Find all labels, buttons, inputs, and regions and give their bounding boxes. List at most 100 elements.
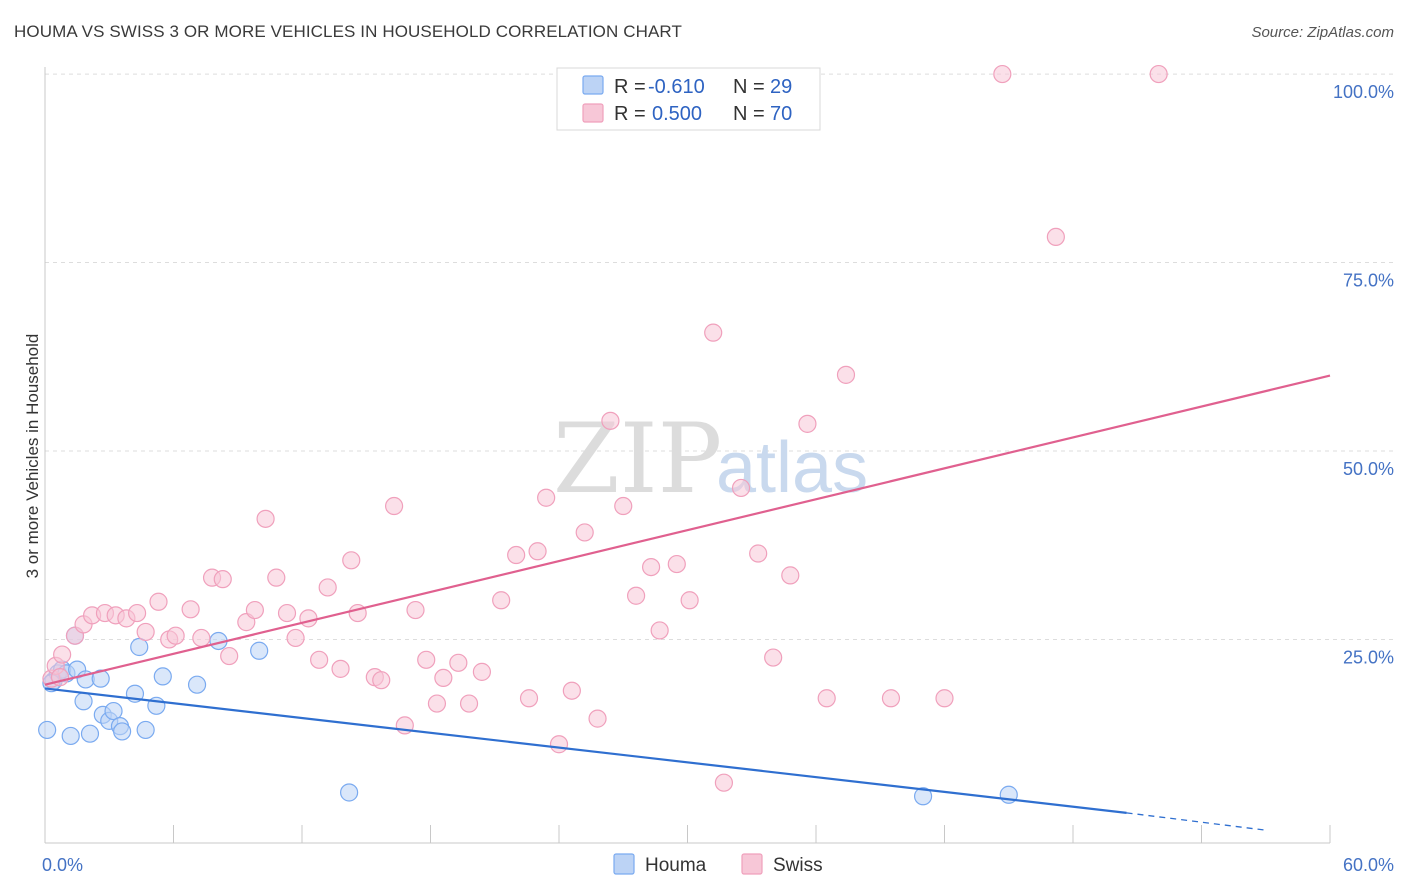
legend-houma-r-value: -0.610 [648, 76, 705, 98]
bottom-legend-houma-swatch [613, 853, 635, 875]
swiss-point-41 [459, 694, 479, 713]
swiss-point-34 [384, 496, 404, 516]
swiss-point-70 [993, 64, 1012, 84]
swiss-point-14 [166, 626, 185, 645]
swiss-point-19 [220, 646, 239, 666]
swiss-point-45 [519, 689, 539, 708]
swiss-point-52 [601, 411, 620, 430]
swiss-point-29 [331, 659, 350, 678]
houma-point-26 [913, 787, 933, 806]
x-tick-labels: 0.0% 60.0% [42, 855, 1394, 875]
swiss-point-63 [764, 648, 783, 667]
swiss-point-51 [588, 709, 607, 728]
legend-swiss-swatch [582, 103, 604, 123]
swiss-point-55 [641, 557, 661, 577]
swiss-point-44 [507, 545, 526, 565]
bottom-legend-swiss-label: Swiss [773, 855, 823, 876]
houma-point-10 [80, 724, 100, 743]
swiss-point-15 [181, 600, 200, 619]
legend-houma-swatch [582, 75, 604, 95]
houma-point-14 [104, 701, 123, 721]
swiss-point-58 [680, 591, 699, 610]
chart-title: HOUMA VS SWISS 3 OR MORE VEHICLES IN HOU… [14, 22, 682, 41]
houma-point-22 [187, 675, 207, 694]
legend-swiss-n-label: N = [733, 103, 765, 125]
swiss-point-22 [256, 509, 275, 528]
legend-houma-r-label: R = [614, 76, 646, 98]
swiss-point-50 [575, 523, 594, 542]
swiss-point-65 [798, 414, 817, 433]
swiss-point-71 [1046, 227, 1065, 247]
swiss-point-3 [53, 645, 72, 664]
swiss-point-18 [213, 570, 232, 589]
watermark-zip: ZIP [553, 403, 722, 515]
swiss-point-72 [1149, 64, 1168, 84]
legend-swiss-n-value: 70 [770, 103, 792, 125]
swiss-point-67 [836, 365, 856, 384]
swiss-point-30 [342, 551, 361, 570]
swiss-point-43 [492, 591, 511, 610]
legend-swiss-r-label: R = [614, 103, 646, 125]
trend-lines [44, 374, 1331, 831]
y-tick-label-1: 75.0% [1343, 271, 1394, 291]
swiss-point-46 [528, 542, 547, 561]
swiss-point-26 [299, 609, 318, 628]
swiss-point-68 [881, 689, 901, 708]
legend-houma-n-value: 29 [770, 76, 792, 98]
houma-point-5 [61, 726, 80, 746]
bottom-legend-swiss-swatch [741, 853, 763, 875]
houma-point-25 [340, 783, 359, 802]
x-tick-label-1: 60.0% [1343, 855, 1394, 875]
bottom-legend-houma-label: Houma [645, 855, 707, 876]
swiss-point-49 [562, 681, 581, 700]
x-tick-label-0: 0.0% [42, 855, 83, 875]
swiss-point-33 [372, 671, 391, 690]
houma-point-11 [91, 669, 110, 688]
houma-point-24 [250, 641, 269, 660]
houma-point-21 [153, 667, 172, 686]
swiss-point-12 [149, 592, 168, 611]
swiss-point-40 [449, 653, 468, 672]
legend-houma-n-label: N = [733, 76, 765, 98]
swiss-point-56 [650, 621, 669, 640]
y-tick-labels: 100.0% 75.0% 50.0% 25.0% [1333, 82, 1394, 667]
swiss-point-53 [614, 496, 633, 516]
houma-point-0 [38, 720, 57, 740]
y-tick-label-0: 100.0% [1333, 82, 1394, 102]
swiss-point-64 [781, 566, 800, 585]
swiss-point-62 [749, 544, 768, 563]
swiss-point-10 [127, 603, 147, 623]
houma-point-19 [136, 720, 155, 740]
swiss-point-60 [714, 773, 734, 792]
swiss-point-38 [427, 694, 447, 713]
swiss-point-69 [935, 689, 954, 708]
swiss-point-47 [537, 488, 556, 507]
grid-lines [45, 73, 1395, 640]
houma-point-18 [130, 637, 149, 657]
y-tick-label-2: 50.0% [1343, 459, 1394, 479]
swiss-point-16 [192, 628, 211, 648]
swiss-point-24 [277, 603, 297, 623]
swiss-point-25 [286, 628, 305, 648]
swiss-point-39 [434, 668, 453, 688]
swiss-point-42 [472, 662, 491, 681]
houma-trend-extension [1126, 812, 1266, 831]
houma-point-8 [74, 692, 93, 711]
swiss-point-54 [626, 586, 646, 605]
swiss-point-61 [731, 478, 751, 498]
houma-trend-line [44, 687, 1127, 814]
bottom-legend: Houma Swiss [613, 853, 823, 876]
swiss-point-48 [549, 735, 569, 754]
swiss-point-21 [245, 600, 264, 620]
source-label: Source: ZipAtlas.com [1251, 24, 1394, 41]
swiss-point-27 [310, 650, 329, 669]
swiss-point-11 [136, 622, 155, 642]
y-tick-label-3: 25.0% [1343, 647, 1394, 667]
axes [44, 67, 1331, 844]
swiss-point-28 [318, 578, 337, 597]
top-legend: R = -0.610 N = 29 R = 0.500 N = 70 [556, 67, 821, 131]
swiss-point-66 [817, 689, 836, 708]
swiss-point-23 [267, 568, 286, 587]
swiss-point-59 [704, 323, 723, 342]
